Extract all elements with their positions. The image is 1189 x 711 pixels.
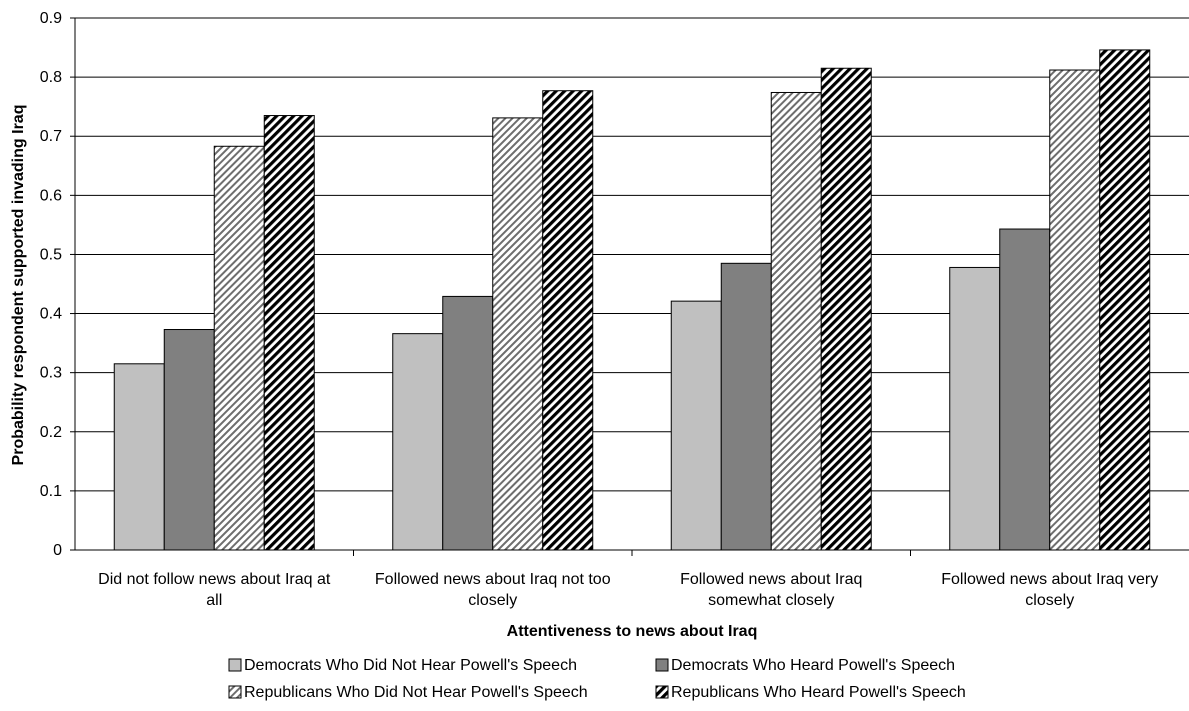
x-category-labels: Did not follow news about Iraq at all Foll… xyxy=(98,571,1158,609)
legend-label: Republicans Who Did Not Hear Powell's Sp… xyxy=(244,684,588,701)
bar xyxy=(820,67,872,551)
bar xyxy=(213,145,265,551)
bars xyxy=(113,49,1151,551)
bar xyxy=(542,90,594,551)
legend-swatch xyxy=(228,658,242,672)
y-tick-label: 0.8 xyxy=(40,69,62,86)
y-tick-label: 0.5 xyxy=(40,246,62,263)
bar xyxy=(999,228,1051,551)
bar xyxy=(442,295,494,551)
y-tick-label: 0.4 xyxy=(40,306,62,323)
y-tick-label: 0.9 xyxy=(40,10,62,27)
y-tick-label: 0.1 xyxy=(40,483,62,500)
bar xyxy=(949,266,1001,551)
x-category-label: Followed news about Iraq not too closely xyxy=(375,571,611,609)
legend-swatch xyxy=(655,685,669,699)
bar xyxy=(163,329,215,551)
x-category-label: Followed news about Iraq very closely xyxy=(941,571,1158,609)
y-axis-title: Probability respondent supported invadin… xyxy=(10,105,27,466)
bar xyxy=(492,117,544,551)
y-tick-label: 0.3 xyxy=(40,365,62,382)
bar xyxy=(1099,49,1151,551)
x-category-label: Did not follow news about Iraq at all xyxy=(98,571,331,609)
bar xyxy=(1049,69,1101,551)
y-tick-label: 0.7 xyxy=(40,128,62,145)
bar xyxy=(263,115,315,551)
bar xyxy=(113,363,165,551)
axes xyxy=(70,17,1189,556)
bar xyxy=(670,300,722,551)
y-tick-label: 0 xyxy=(53,542,62,559)
bar xyxy=(770,91,822,551)
y-tick-labels: 0 0.1 0.2 0.3 0.4 0.5 0.6 0.7 0.8 0.9 xyxy=(40,10,62,559)
legend-swatch xyxy=(228,685,242,699)
legend-swatch xyxy=(655,658,669,672)
bar xyxy=(720,262,772,551)
legend-label: Democrats Who Did Not Hear Powell's Spee… xyxy=(244,657,577,674)
y-tick-label: 0.6 xyxy=(40,187,62,204)
legend-label: Democrats Who Heard Powell's Speech xyxy=(671,657,955,674)
legend-label: Republicans Who Heard Powell's Speech xyxy=(671,684,966,701)
x-category-label: Followed news about Iraq somewhat closely xyxy=(680,571,862,609)
bar xyxy=(392,333,444,551)
legend: Democrats Who Did Not Hear Powell's Spee… xyxy=(228,657,966,701)
y-tick-label: 0.2 xyxy=(40,424,62,441)
x-axis-title: Attentiveness to news about Iraq xyxy=(507,623,758,640)
